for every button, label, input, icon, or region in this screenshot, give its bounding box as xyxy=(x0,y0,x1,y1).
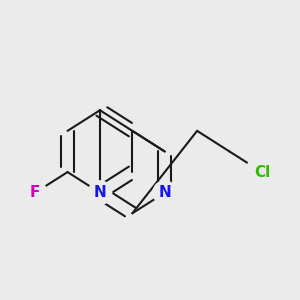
Text: F: F xyxy=(30,185,40,200)
Circle shape xyxy=(246,156,278,188)
Circle shape xyxy=(153,181,176,205)
Text: Cl: Cl xyxy=(254,165,270,180)
Circle shape xyxy=(88,181,112,205)
Circle shape xyxy=(23,181,47,205)
Text: N: N xyxy=(94,185,106,200)
Text: N: N xyxy=(158,185,171,200)
